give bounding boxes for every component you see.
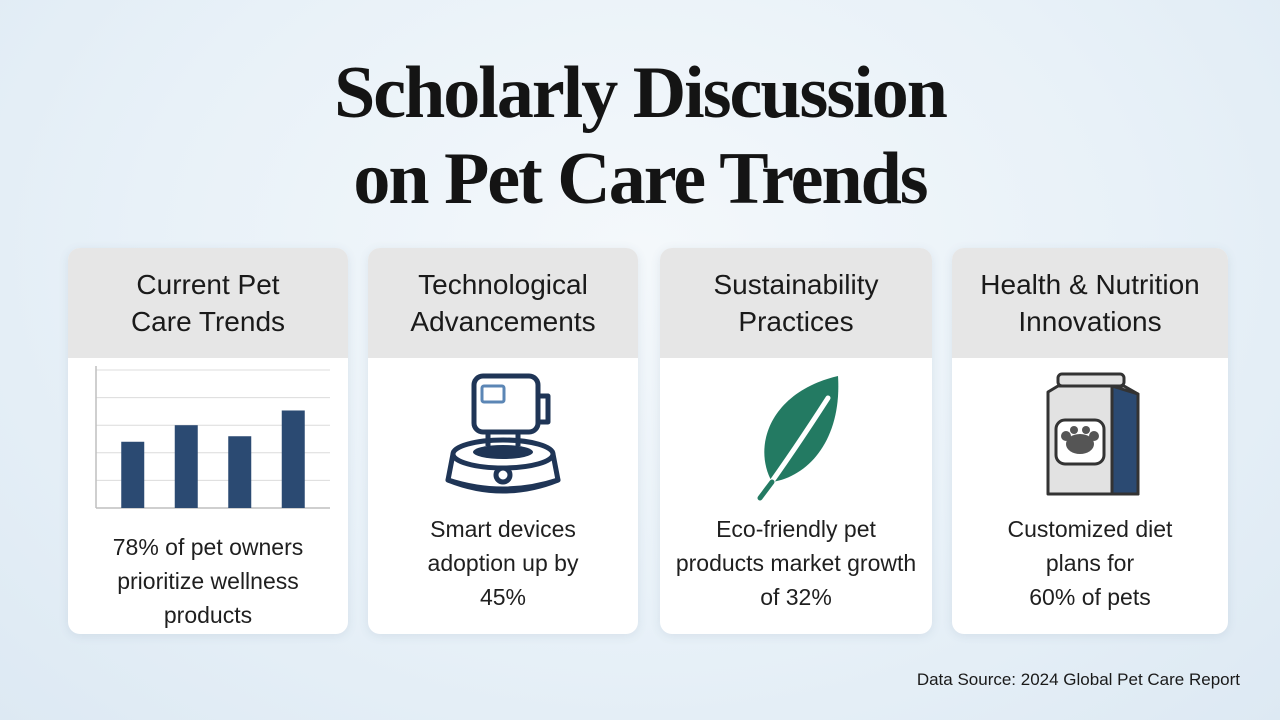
card-text-line: 45% xyxy=(479,584,527,610)
chart-bar xyxy=(121,441,145,508)
card-current-trends: Current Pet Care Trends 78% of pet owner… xyxy=(68,248,348,634)
chart-bar xyxy=(174,425,198,508)
card-sustainability: Sustainability Practices Eco-friendly pe… xyxy=(660,248,932,634)
card-heading-line: Practices xyxy=(738,306,854,337)
card-heading-line: Care Trends xyxy=(130,306,286,337)
card-text-line: Eco-friendly pet xyxy=(716,516,876,542)
card-stat-text: Customized diet plans for 60% of pets xyxy=(952,512,1228,614)
card-text-line: products market growth xyxy=(675,550,917,576)
card-stat-text: Smart devices adoption up by 45% xyxy=(368,512,638,614)
card-heading: Health & Nutrition Innovations xyxy=(952,248,1228,358)
card-health-nutrition: Health & Nutrition Innovations Customize… xyxy=(952,248,1228,634)
card-heading-line: Sustainability xyxy=(713,269,879,300)
card-tech-advancements: Technological Advancements Smart devices… xyxy=(368,248,638,634)
chart-bar xyxy=(281,410,305,508)
card-stat-text: Eco-friendly pet products market growth … xyxy=(660,512,932,614)
smart-pet-bowl-icon xyxy=(445,373,561,494)
card-text-line: Smart devices xyxy=(430,516,576,542)
card-stat-text: 78% of pet owners prioritize wellness pr… xyxy=(68,530,348,632)
card-heading-line: Innovations xyxy=(1018,306,1162,337)
card-text-line: products xyxy=(163,602,253,628)
chart-bar xyxy=(228,436,252,508)
leaf-icon xyxy=(757,376,839,501)
card-heading: Current Pet Care Trends xyxy=(68,248,348,358)
card-text-line: 78% of pet owners xyxy=(112,534,304,560)
pet-food-bag-icon xyxy=(1046,372,1140,496)
title-line-2: on Pet Care Trends xyxy=(353,138,928,220)
data-source-footnote: Data Source: 2024 Global Pet Care Report xyxy=(916,670,1240,689)
title-line-1: Scholarly Discussion xyxy=(334,52,948,134)
card-text-line: 60% of pets xyxy=(1029,584,1151,610)
bar-chart-icon xyxy=(95,366,330,509)
card-heading: Sustainability Practices xyxy=(660,248,932,358)
page-title: Scholarly Discussion on Pet Care Trends xyxy=(0,50,1280,222)
card-heading-line: Advancements xyxy=(410,306,596,337)
card-heading: Technological Advancements xyxy=(368,248,638,358)
card-heading-line: Technological xyxy=(418,269,588,300)
card-heading-line: Health & Nutrition xyxy=(980,269,1200,300)
bar-chart xyxy=(68,358,348,518)
card-text-line: adoption up by xyxy=(427,550,579,576)
card-text-line: prioritize wellness xyxy=(117,568,299,594)
card-text-line: of 32% xyxy=(760,584,832,610)
card-text-line: Customized diet xyxy=(1007,516,1173,542)
card-text-line: plans for xyxy=(1045,550,1135,576)
card-heading-line: Current Pet xyxy=(136,269,280,300)
